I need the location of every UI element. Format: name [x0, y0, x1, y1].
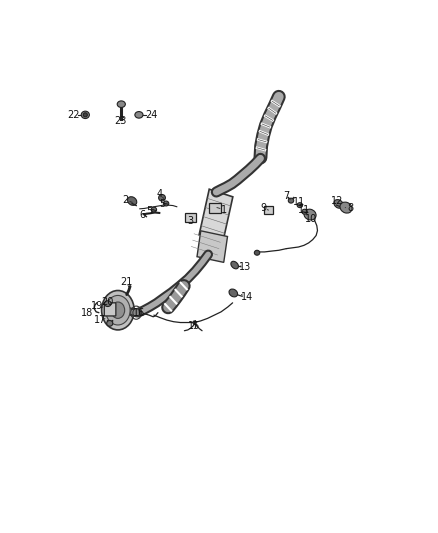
Ellipse shape [104, 301, 111, 306]
Text: 5: 5 [159, 199, 166, 209]
Text: 1: 1 [222, 205, 227, 215]
Text: 22: 22 [67, 110, 79, 120]
Ellipse shape [334, 199, 343, 208]
Circle shape [106, 295, 130, 325]
Ellipse shape [254, 251, 260, 255]
Text: 13: 13 [240, 262, 252, 272]
Text: 12: 12 [331, 196, 343, 206]
Ellipse shape [304, 209, 316, 220]
Text: 20: 20 [102, 297, 114, 307]
Text: 11: 11 [293, 197, 305, 207]
Text: 18: 18 [81, 309, 93, 319]
Text: 6: 6 [139, 209, 145, 220]
Bar [199, 189, 233, 243]
Text: 2: 2 [122, 195, 128, 205]
Text: 5: 5 [146, 206, 152, 216]
Ellipse shape [193, 321, 196, 324]
Text: 3: 3 [187, 216, 194, 226]
Circle shape [102, 290, 134, 330]
Ellipse shape [340, 202, 352, 213]
FancyBboxPatch shape [104, 303, 116, 316]
Text: 24: 24 [146, 110, 158, 120]
Ellipse shape [83, 113, 87, 117]
Ellipse shape [117, 101, 125, 108]
Ellipse shape [107, 320, 113, 326]
Bar [264, 206, 273, 214]
Ellipse shape [163, 201, 169, 206]
Bar [185, 213, 196, 222]
Text: 17: 17 [94, 315, 106, 325]
Text: 15: 15 [188, 321, 201, 331]
Ellipse shape [159, 195, 166, 201]
Ellipse shape [81, 111, 89, 118]
Text: 8: 8 [347, 204, 353, 213]
Text: 10: 10 [304, 214, 317, 224]
Ellipse shape [135, 111, 143, 118]
Ellipse shape [231, 261, 238, 269]
Ellipse shape [302, 209, 307, 214]
Text: 23: 23 [114, 116, 127, 126]
Ellipse shape [297, 203, 303, 207]
Text: 21: 21 [120, 277, 132, 287]
Ellipse shape [127, 197, 137, 205]
Ellipse shape [151, 207, 156, 212]
Circle shape [133, 309, 140, 317]
Text: 19: 19 [92, 301, 104, 311]
Ellipse shape [229, 289, 237, 297]
Text: 7: 7 [283, 191, 290, 201]
Text: 14: 14 [241, 292, 253, 302]
Text: 4: 4 [157, 189, 163, 199]
Text: 9: 9 [261, 204, 267, 213]
Text: 11: 11 [298, 205, 310, 215]
Text: 16: 16 [133, 308, 145, 318]
Bar [208, 203, 222, 213]
Bar [197, 231, 227, 262]
Circle shape [111, 302, 125, 318]
Ellipse shape [288, 198, 294, 203]
